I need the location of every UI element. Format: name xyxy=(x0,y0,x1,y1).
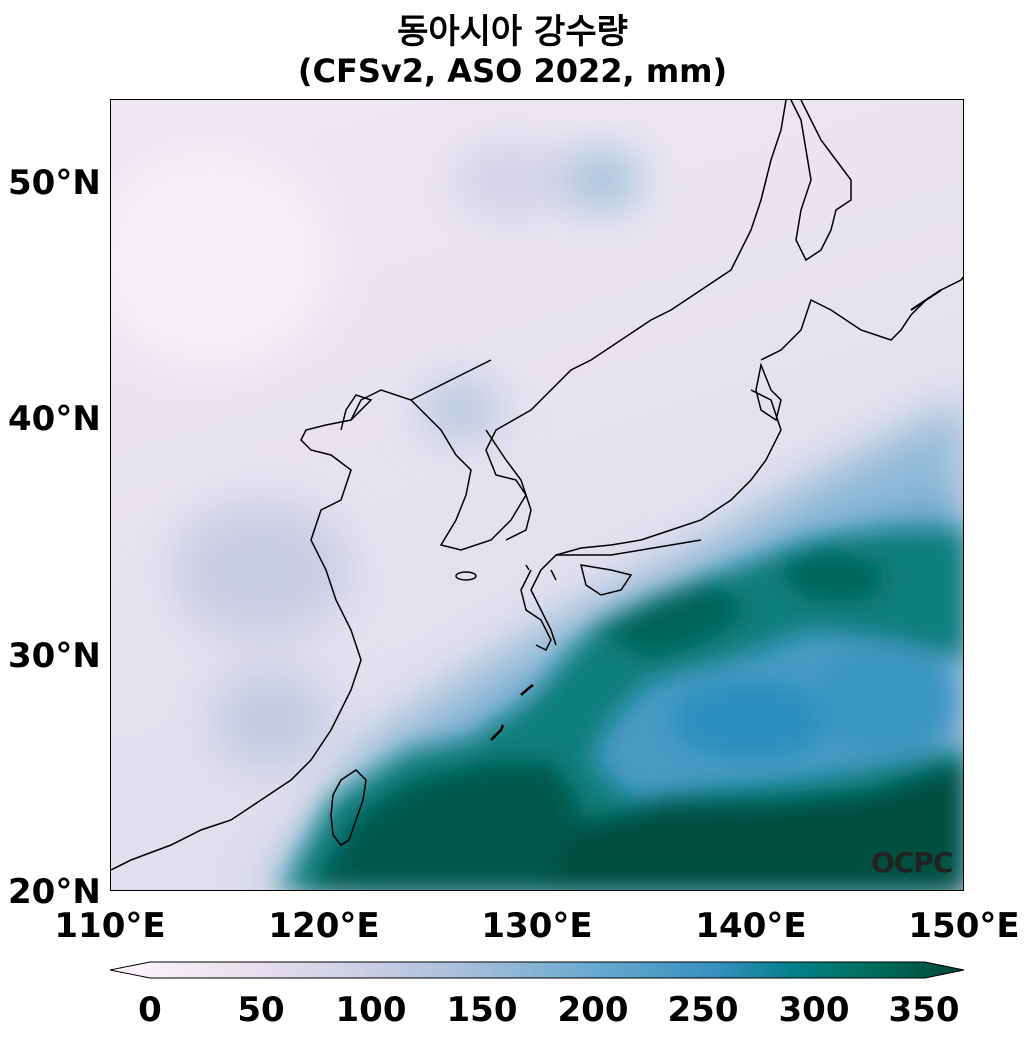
lon-label-130: 130°E xyxy=(481,906,593,946)
colorbar-gradient xyxy=(110,961,965,979)
lon-label-140: 140°E xyxy=(695,906,807,946)
colorbar-tick-350: 350 xyxy=(888,990,960,1030)
colorbar-tick-250: 250 xyxy=(667,990,739,1030)
map-subtitle: (CFSv2, ASO 2022, mm) xyxy=(297,52,728,90)
coastlines xyxy=(111,100,963,871)
colorbar-tick-150: 150 xyxy=(446,990,518,1030)
lon-label-110: 110°E xyxy=(54,906,166,946)
ocpc-watermark: OCPC xyxy=(871,846,953,879)
precipitation-map: OCPC xyxy=(110,99,964,891)
lat-label-30: 30°N xyxy=(8,636,101,676)
lat-label-50: 50°N xyxy=(8,163,101,203)
colorbar-tick-200: 200 xyxy=(557,990,629,1030)
colorbar xyxy=(110,961,965,979)
colorbar-tick-50: 50 xyxy=(237,990,285,1030)
lon-label-150: 150°E xyxy=(908,906,1020,946)
map-title: 동아시아 강수량 xyxy=(397,12,628,52)
colorbar-tick-300: 300 xyxy=(778,990,850,1030)
map-canvas xyxy=(111,100,963,890)
lat-label-20: 20°N xyxy=(8,872,101,912)
lat-label-40: 40°N xyxy=(8,399,101,439)
colorbar-tick-100: 100 xyxy=(335,990,407,1030)
lon-label-120: 120°E xyxy=(268,906,380,946)
colorbar-tick-0: 0 xyxy=(138,990,162,1030)
precipitation-field xyxy=(111,100,963,890)
